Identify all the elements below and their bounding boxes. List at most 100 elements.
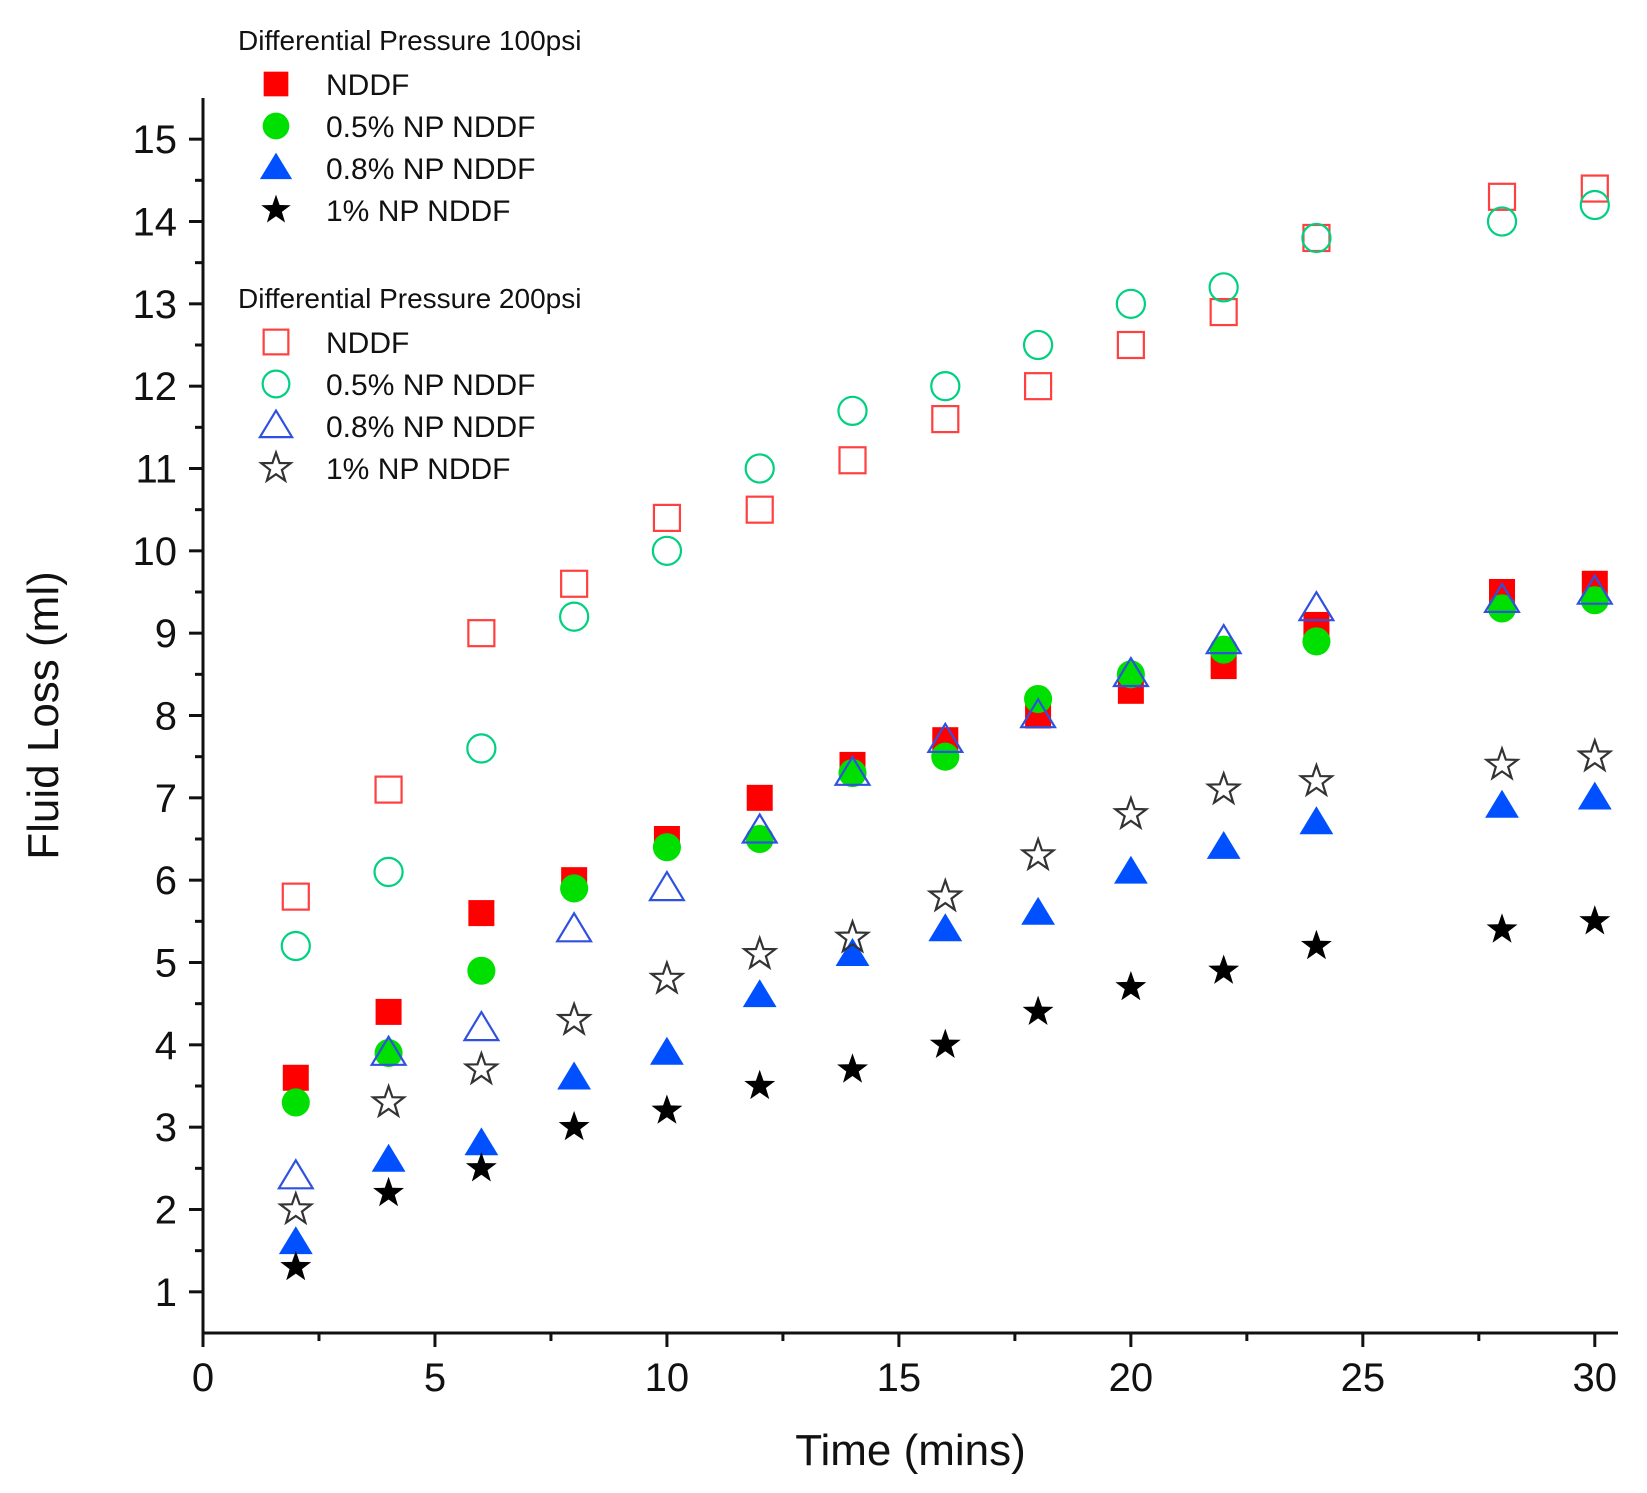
y-tick-label: 5: [155, 942, 177, 986]
data-point: [1022, 995, 1054, 1025]
data-point: [464, 1127, 499, 1156]
series-5: [280, 189, 1610, 962]
data-point: [374, 775, 403, 804]
legend-label: NDDF: [326, 327, 409, 360]
x-tick-label: 15: [877, 1356, 922, 1400]
data-point: [1485, 789, 1519, 818]
data-point: [1487, 182, 1517, 211]
data-point: [1112, 794, 1150, 831]
data-point: [467, 956, 496, 985]
x-tick-label: 30: [1573, 1356, 1618, 1400]
data-point: [838, 759, 867, 788]
data-point: [1297, 761, 1336, 798]
data-point: [1204, 622, 1243, 655]
data-point: [559, 601, 590, 632]
legend-marker: [257, 408, 295, 439]
data-point: [744, 453, 775, 484]
data-points: [276, 174, 1614, 1281]
data-point: [282, 1064, 309, 1091]
data-point: [1576, 737, 1614, 773]
data-point: [1486, 206, 1518, 237]
data-point: [837, 1053, 868, 1083]
y-tick-label: 15: [133, 118, 178, 162]
legend-marker: [262, 112, 290, 140]
legend-label: 0.5% NP NDDF: [326, 369, 536, 402]
y-tick-label: 9: [155, 612, 177, 656]
y-tick-label: 7: [155, 777, 177, 821]
y-tick-label: 3: [155, 1106, 177, 1150]
data-point: [1483, 581, 1521, 614]
data-point: [1302, 223, 1331, 253]
x-tick-label: 5: [424, 1356, 446, 1400]
data-point: [560, 569, 589, 598]
data-point: [1208, 272, 1239, 303]
x-tick-label: 0: [192, 1356, 214, 1400]
data-point: [277, 1189, 315, 1226]
data-point: [1022, 329, 1054, 361]
data-point: [926, 721, 965, 754]
data-point: [1297, 590, 1336, 622]
data-point: [1209, 297, 1238, 327]
data-point: [651, 1094, 683, 1124]
data-point: [741, 934, 779, 971]
x-tick-label: 20: [1109, 1356, 1154, 1400]
data-point: [369, 1082, 408, 1119]
data-point: [928, 913, 963, 942]
data-point: [462, 1009, 501, 1042]
data-point: [833, 754, 872, 786]
data-point: [931, 405, 960, 434]
data-point: [1116, 330, 1145, 360]
y-tick-label: 11: [135, 448, 177, 492]
data-point: [1019, 697, 1057, 729]
series-1: [281, 586, 1609, 1117]
data-point: [1580, 174, 1609, 203]
data-point: [930, 371, 961, 402]
data-point: [648, 869, 686, 902]
y-tick-label: 1: [155, 1271, 177, 1315]
data-point: [835, 938, 870, 966]
data-point: [1115, 288, 1147, 319]
y-tick-label: 8: [155, 695, 177, 739]
data-point: [1208, 954, 1240, 984]
series-2: [278, 781, 1612, 1255]
data-point: [1205, 770, 1243, 806]
y-axis-label: Fluid Loss (ml): [19, 571, 68, 860]
data-point: [929, 1028, 961, 1058]
data-point: [1486, 913, 1518, 943]
data-point: [371, 1143, 406, 1172]
data-point: [652, 503, 682, 532]
data-point: [1112, 655, 1150, 688]
data-point: [833, 918, 872, 954]
x-tick-label: 10: [645, 1356, 690, 1400]
data-point: [837, 395, 868, 427]
data-point: [558, 1110, 590, 1141]
data-point: [278, 1226, 313, 1255]
y-tick-label: 4: [155, 1024, 177, 1068]
data-point: [652, 833, 681, 862]
data-point: [648, 959, 686, 995]
legend-marker: [258, 449, 294, 484]
data-point: [838, 446, 867, 475]
data-point: [1577, 781, 1612, 810]
y-tick-label: 13: [133, 283, 178, 327]
legend-label: 1% NP NDDF: [326, 453, 510, 486]
data-point: [1487, 594, 1517, 623]
data-point: [650, 1036, 684, 1065]
x-tick-label: 25: [1341, 1356, 1386, 1400]
data-point: [1575, 573, 1614, 605]
data-point: [281, 1088, 310, 1117]
y-tick-label: 10: [133, 530, 178, 574]
data-point: [375, 998, 402, 1025]
data-point: [1206, 831, 1241, 859]
data-point: [1301, 929, 1332, 960]
y-tick-label: 12: [133, 365, 178, 409]
data-point: [465, 1152, 497, 1182]
legend-marker: [261, 369, 291, 399]
data-point: [931, 742, 960, 771]
data-point: [557, 1061, 591, 1090]
series-4: [281, 174, 1609, 911]
series-6: [276, 573, 1614, 1190]
data-point: [280, 1250, 312, 1281]
data-point: [555, 911, 593, 943]
data-point: [276, 1158, 315, 1190]
